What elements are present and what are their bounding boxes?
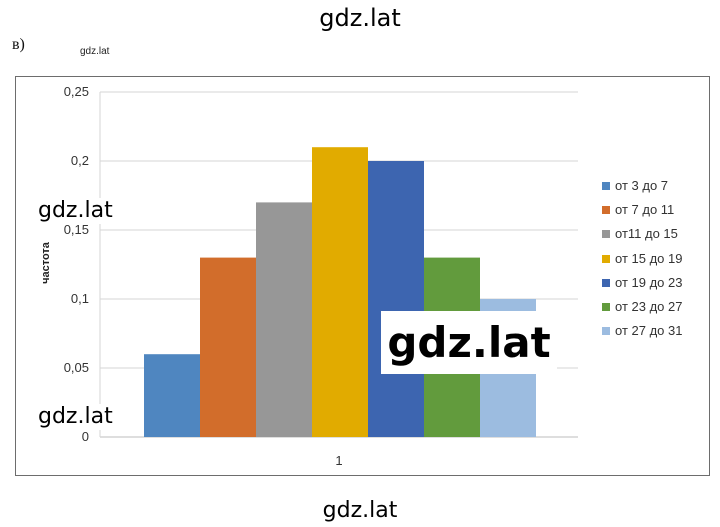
legend-label: от 3 до 7 [615, 178, 669, 193]
bar [144, 354, 200, 437]
bar [368, 161, 424, 437]
watermark-bottom: gdz.lat [322, 498, 398, 523]
y-tick-label: 0,05 [64, 360, 89, 375]
watermark-left-upper: gdz.lat [36, 198, 115, 224]
legend-swatch [602, 230, 610, 239]
y-axis-label: частота [40, 241, 52, 284]
legend-label: от 19 до 23 [615, 274, 683, 290]
legend-swatch [602, 278, 610, 287]
legend-label: от 15 до 19 [615, 250, 683, 266]
bar [200, 257, 256, 437]
legend-label: от 27 до 31 [615, 323, 683, 339]
legend-swatch [602, 206, 610, 215]
y-tick-label: 0,1 [71, 291, 89, 306]
legend-label: от 7 до 11 [615, 202, 675, 218]
legend-swatch [602, 254, 610, 263]
bar [312, 147, 368, 437]
y-tick-label: 0 [82, 429, 89, 444]
legend-swatch [602, 327, 610, 336]
watermark-big: gdz.lat [381, 311, 557, 374]
y-tick-label: 0,2 [71, 153, 89, 168]
watermark-left-lower: gdz.lat [36, 404, 115, 430]
watermark-tiny: gdz.lat [80, 46, 110, 57]
y-tick-label: 0,15 [64, 222, 89, 237]
y-tick-label: 0,25 [64, 84, 89, 99]
watermark-top: gdz.lat [319, 4, 401, 32]
legend-label: от11 до 15 [615, 226, 678, 242]
bar [256, 202, 312, 437]
legend-swatch [602, 182, 610, 190]
x-tick-label: 1 [335, 453, 342, 468]
figure-label: в) [12, 36, 25, 53]
legend-label: от 23 до 27 [615, 299, 683, 314]
legend-swatch [602, 303, 610, 311]
